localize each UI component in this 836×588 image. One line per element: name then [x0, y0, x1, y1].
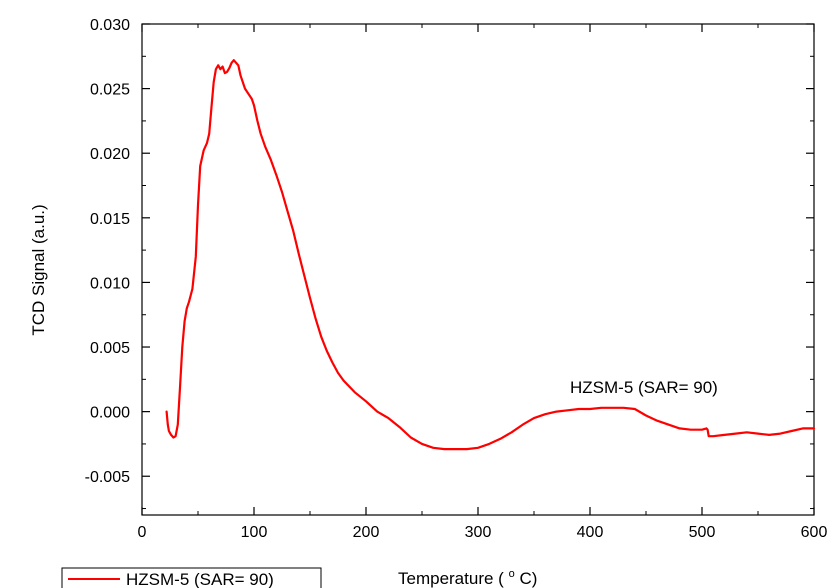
y-tick-label: 0.005: [90, 340, 130, 357]
y-tick-label: 0.025: [90, 82, 130, 99]
y-tick-label: 0.010: [90, 275, 130, 292]
x-tick-label: 600: [801, 524, 828, 541]
x-tick-label: 0: [138, 524, 147, 541]
x-axis-title-unit: C): [519, 569, 537, 588]
x-tick-label: 100: [241, 524, 268, 541]
y-tick-label: 0.015: [90, 211, 130, 228]
y-tick-label: 0.030: [90, 17, 130, 34]
axis-ticks: [141, 23, 815, 515]
legend: HZSM-5 (SAR= 90): [61, 567, 322, 588]
axis-tick-labels: 0 100 200 300 400 500 600 -0.005 0.000 0.005 0.010…: [85, 17, 828, 541]
series-layer: [165, 59, 816, 451]
plot-frame: [141, 23, 815, 516]
y-tick-label: 0.000: [90, 405, 130, 422]
legend-box: [61, 567, 322, 588]
x-tick-label: 300: [465, 524, 492, 541]
series-line: [165, 59, 816, 451]
x-axis-title-degree: o: [509, 568, 515, 580]
x-tick-label: 200: [353, 524, 380, 541]
y-tick-label: 0.020: [90, 146, 130, 163]
x-axis-title-paren: (: [498, 569, 504, 588]
x-axis-title-main: Temperature: [398, 569, 493, 588]
x-tick-label: 400: [577, 524, 604, 541]
annotation-label: HZSM-5 (SAR= 90): [570, 378, 718, 397]
y-tick-label: -0.005: [85, 469, 130, 486]
x-axis-title: Temperature ( o C): [398, 562, 537, 588]
y-axis-title: TCD Signal (a.u.): [29, 204, 48, 335]
legend-label: HZSM-5 (SAR= 90): [126, 570, 274, 588]
x-tick-label: 500: [689, 524, 716, 541]
